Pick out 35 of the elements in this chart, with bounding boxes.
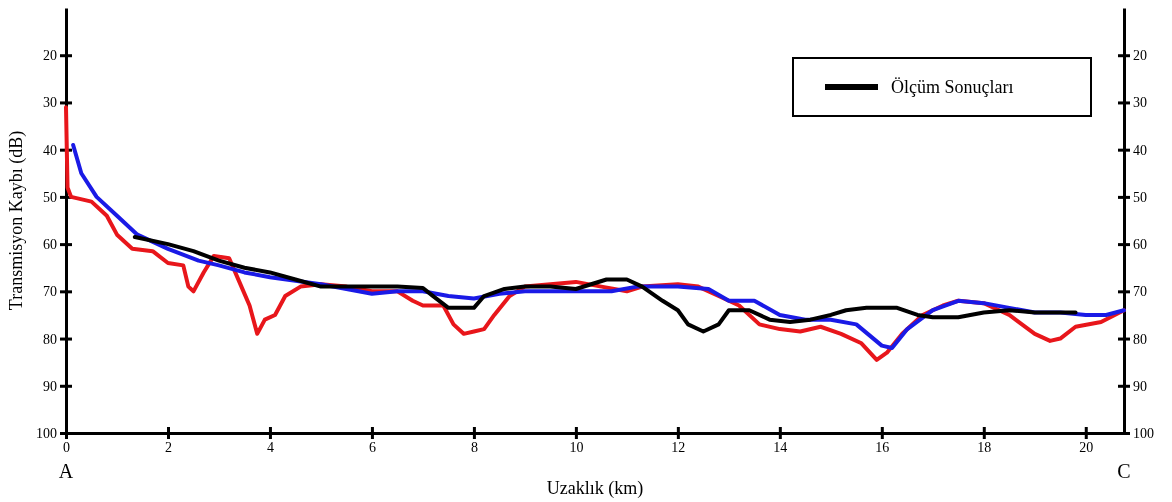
x-tick-label: 12 <box>671 439 686 455</box>
x-tick-label: 6 <box>368 439 376 455</box>
x-tick-label: 4 <box>266 439 274 455</box>
x-tick-label: 10 <box>569 439 584 455</box>
y-tick-label: 40 <box>43 142 57 158</box>
y-tick-label: 60 <box>43 237 57 253</box>
x-tick-label: 8 <box>470 439 478 455</box>
y-tick-label: 20 <box>43 48 57 64</box>
x-tick-label: 18 <box>977 439 992 455</box>
x-tick-label: 0 <box>63 439 70 455</box>
x-tick-label: 14 <box>773 439 788 455</box>
y-tick-label: 80 <box>43 331 57 347</box>
x-tick-label: 2 <box>164 439 172 455</box>
y-tick-label: 30 <box>43 95 57 111</box>
legend-label: Ölçüm Sonuçları <box>891 77 1014 97</box>
y2-tick-label: 70 <box>1133 284 1147 300</box>
line-series <box>132 235 1078 334</box>
y2-tick-label: 80 <box>1133 331 1147 347</box>
y-tick-label: 90 <box>43 378 57 394</box>
y-tick-label: 70 <box>43 284 57 300</box>
y-tick-label: 100 <box>36 425 57 441</box>
x-tick-label: 20 <box>1079 439 1094 455</box>
y2-tick-label: 60 <box>1133 237 1147 253</box>
y2-tick-label: 40 <box>1133 142 1147 158</box>
y2-tick-label: 90 <box>1133 378 1147 394</box>
y2-tick-label: 50 <box>1133 189 1147 205</box>
y-tick-label: 50 <box>43 189 57 205</box>
y2-tick-label: 30 <box>1133 95 1147 111</box>
y2-tick-label: 100 <box>1133 425 1154 441</box>
y-axis-title: Transmisyon Kaybı (dB) <box>6 130 27 311</box>
text: C <box>1117 460 1131 482</box>
x-axis-title: Uzaklık (km) <box>546 478 644 499</box>
y2-tick-label: 20 <box>1133 48 1147 64</box>
x-tick-label: 16 <box>875 439 890 455</box>
text: A <box>58 460 74 482</box>
